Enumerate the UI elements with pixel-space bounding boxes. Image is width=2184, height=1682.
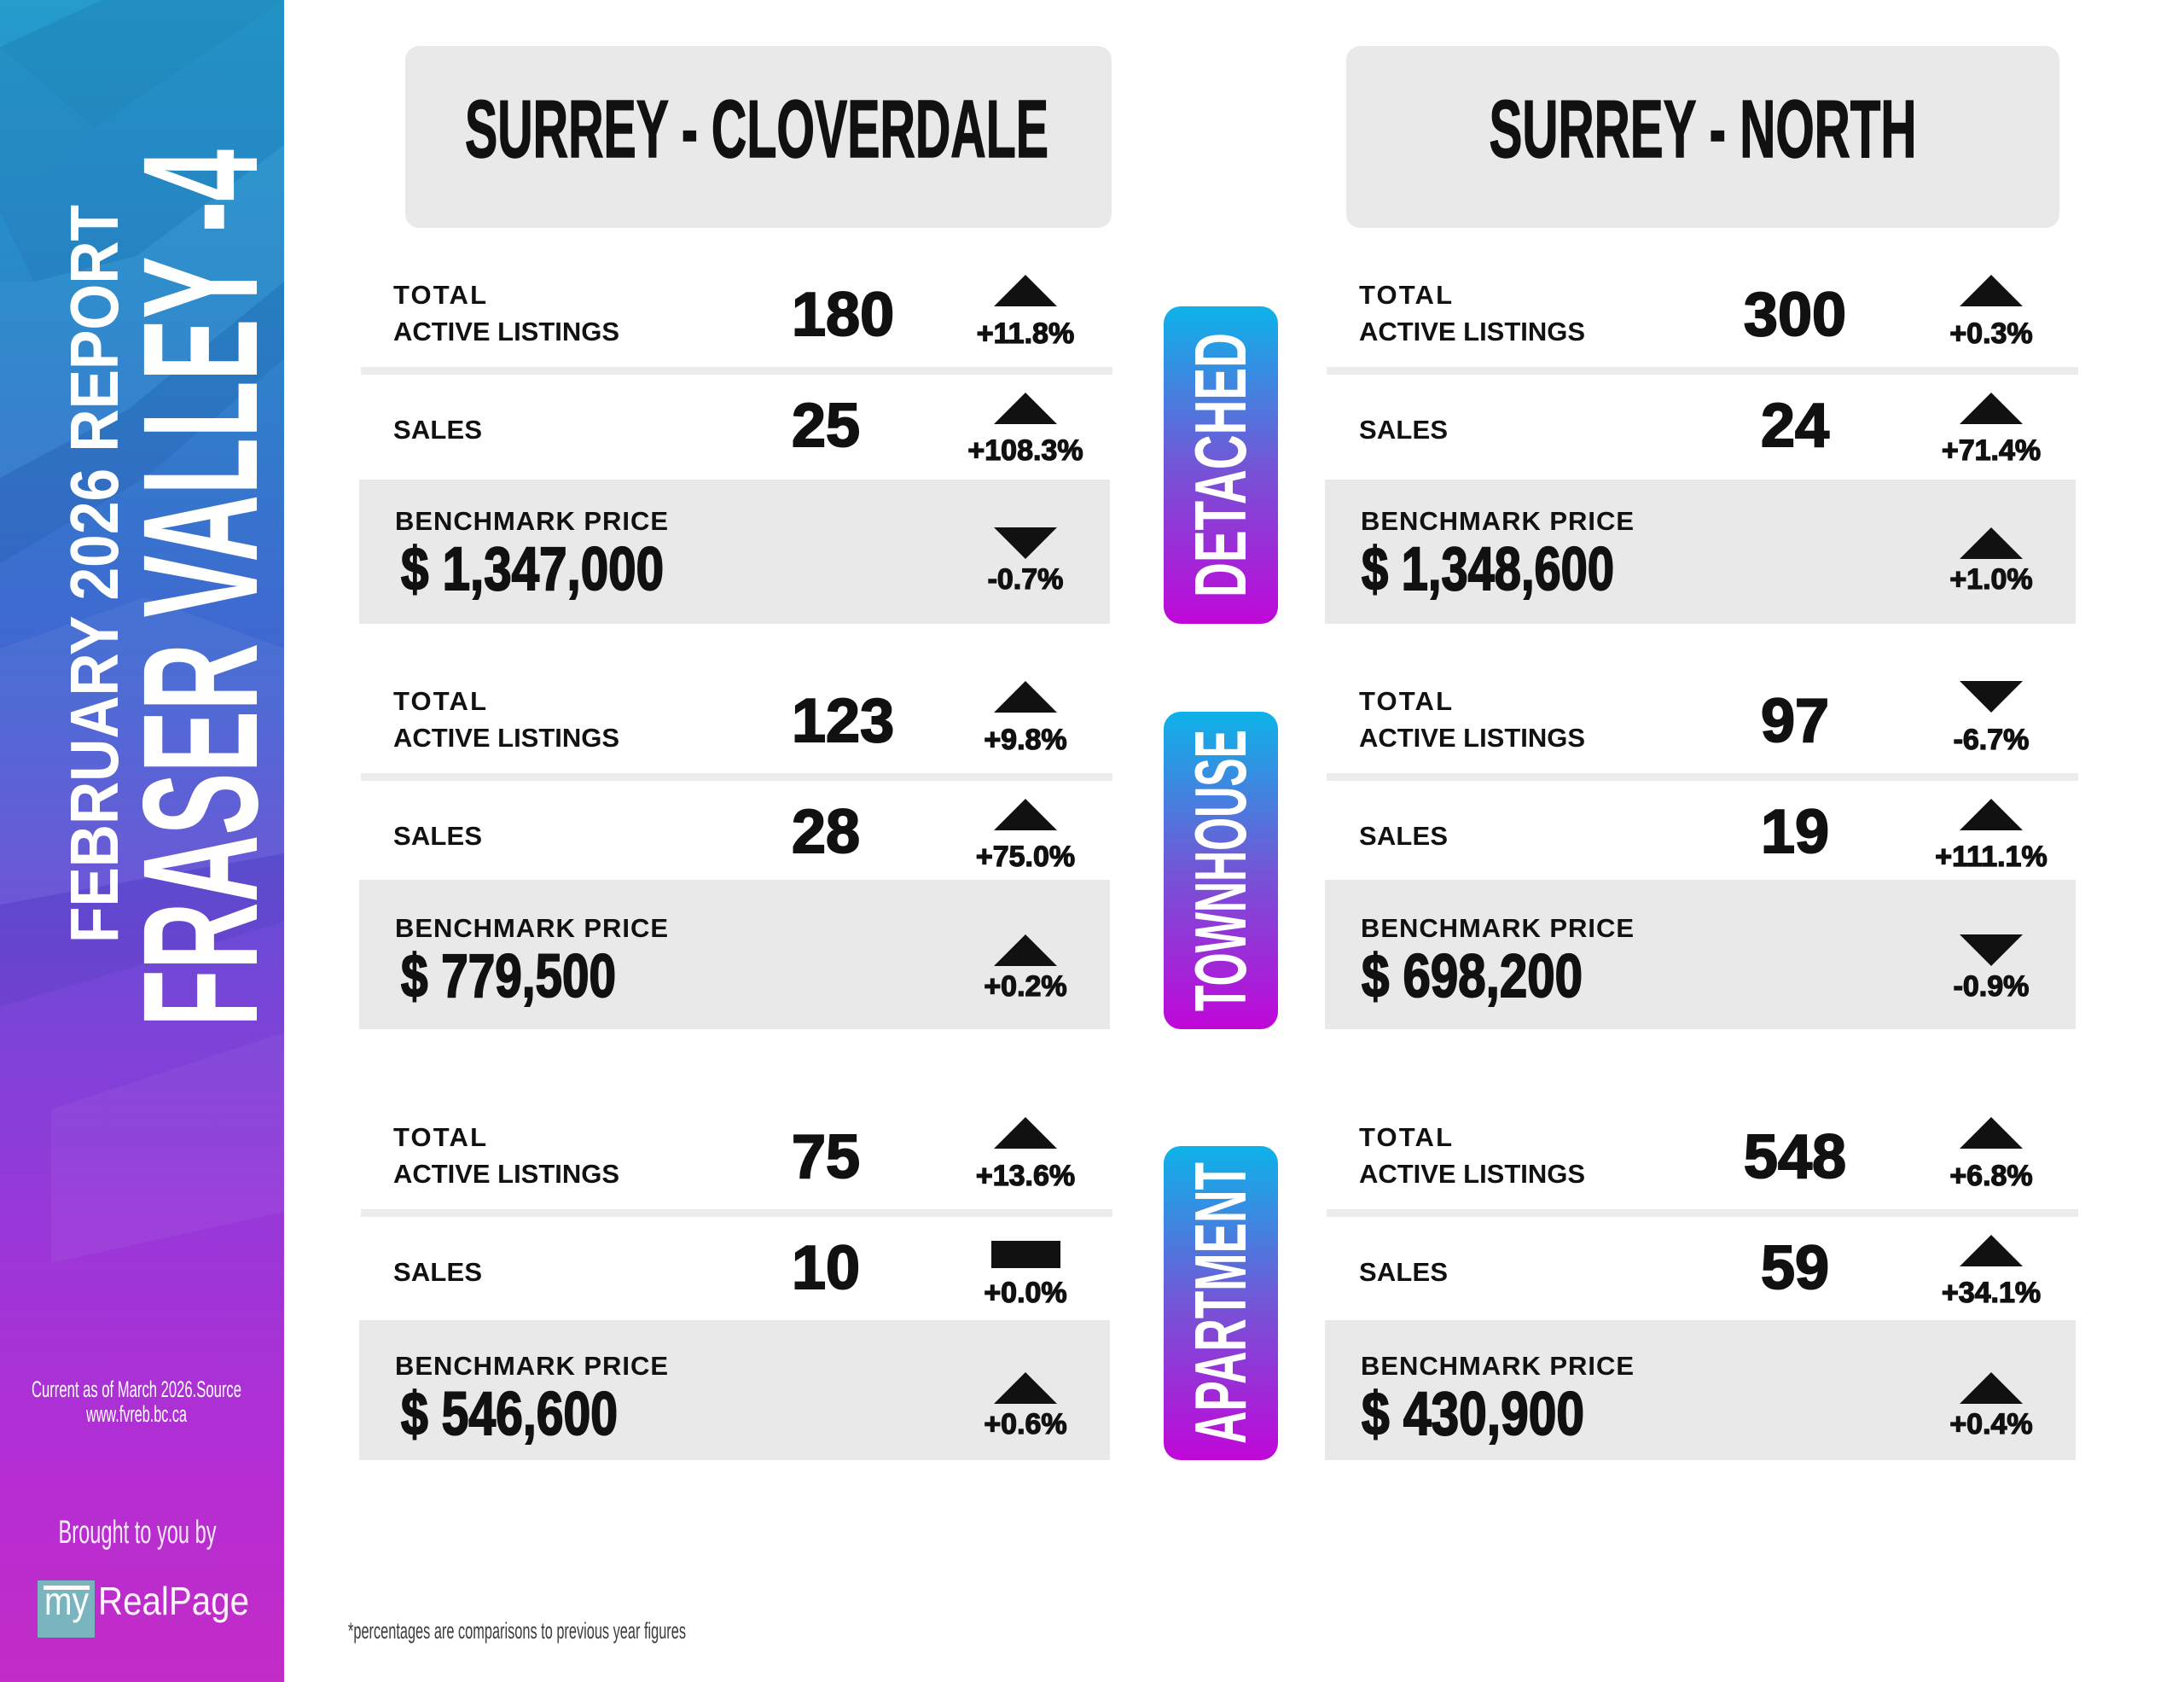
svg-text:*percentages are comparisons t: *percentages are comparisons to previous… (348, 1618, 686, 1644)
svg-text:TOWNHOUSE: TOWNHOUSE (1181, 730, 1262, 1011)
svg-text:$ 698,200: $ 698,200 (1362, 943, 1583, 1010)
svg-text:ACTIVE LISTINGS: ACTIVE LISTINGS (1359, 723, 1585, 753)
svg-text:RealPage: RealPage (98, 1579, 249, 1623)
svg-text:$ 546,600: $ 546,600 (401, 1381, 618, 1448)
svg-text:TOTAL: TOTAL (393, 686, 486, 716)
svg-text:ACTIVE LISTINGS: ACTIVE LISTINGS (393, 1159, 619, 1189)
svg-text:ACTIVE LISTINGS: ACTIVE LISTINGS (393, 317, 619, 346)
svg-text:75: 75 (792, 1123, 860, 1191)
svg-text:FRASER VALLEY -4: FRASER VALLEY -4 (108, 149, 292, 1027)
svg-text:APARTMENT: APARTMENT (1181, 1162, 1262, 1444)
svg-text:Brought to you by: Brought to you by (59, 1515, 217, 1551)
svg-text:59: 59 (1761, 1234, 1829, 1302)
svg-text:10: 10 (792, 1234, 860, 1302)
svg-text:+0.6%: +0.6% (984, 1408, 1066, 1440)
svg-text:-6.7%: -6.7% (1954, 724, 2030, 756)
svg-text:SURREY - CLOVERDALE: SURREY - CLOVERDALE (465, 84, 1048, 175)
svg-text:+0.3%: +0.3% (1949, 317, 2032, 350)
svg-text:SALES: SALES (1359, 415, 1448, 445)
svg-text:TOTAL: TOTAL (1359, 686, 1452, 716)
svg-text:SALES: SALES (393, 821, 482, 851)
svg-text:DETACHED: DETACHED (1181, 333, 1262, 597)
svg-text:+34.1%: +34.1% (1942, 1277, 2041, 1309)
svg-text:TOTAL: TOTAL (393, 280, 486, 310)
svg-text:FEBRUARY 2026 REPORT: FEBRUARY 2026 REPORT (56, 205, 132, 943)
svg-text:TOTAL: TOTAL (393, 1122, 486, 1152)
svg-text:+11.8%: +11.8% (977, 317, 1074, 350)
svg-text:+0.4%: +0.4% (1949, 1408, 2032, 1440)
svg-text:TOTAL: TOTAL (1359, 1122, 1452, 1152)
svg-text:SURREY - NORTH: SURREY - NORTH (1490, 84, 1917, 175)
svg-text:BENCHMARK PRICE: BENCHMARK PRICE (1361, 913, 1634, 943)
svg-text:19: 19 (1761, 798, 1829, 866)
svg-text:$ 430,900: $ 430,900 (1362, 1381, 1584, 1448)
svg-text:BENCHMARK PRICE: BENCHMARK PRICE (395, 506, 668, 536)
svg-text:SALES: SALES (1359, 1257, 1448, 1287)
svg-text:+0.2%: +0.2% (984, 970, 1066, 1003)
svg-text:+75.0%: +75.0% (976, 841, 1075, 873)
svg-text:300: 300 (1744, 281, 1846, 349)
svg-text:BENCHMARK PRICE: BENCHMARK PRICE (395, 1351, 668, 1381)
svg-text:123: 123 (792, 687, 894, 755)
svg-text:+1.0%: +1.0% (1949, 563, 2032, 596)
svg-text:$ 1,348,600: $ 1,348,600 (1362, 536, 1614, 603)
svg-text:SALES: SALES (393, 415, 482, 445)
svg-text:+6.8%: +6.8% (1949, 1160, 2032, 1192)
svg-text:TOTAL: TOTAL (1359, 280, 1452, 310)
svg-text:28: 28 (792, 798, 860, 866)
svg-text:25: 25 (792, 392, 860, 460)
svg-text:BENCHMARK PRICE: BENCHMARK PRICE (1361, 506, 1634, 536)
svg-text:-0.9%: -0.9% (1954, 970, 2030, 1003)
svg-text:ACTIVE LISTINGS: ACTIVE LISTINGS (1359, 317, 1585, 346)
svg-text:ACTIVE LISTINGS: ACTIVE LISTINGS (1359, 1159, 1585, 1189)
svg-text:+13.6%: +13.6% (976, 1160, 1075, 1192)
svg-text:+0.0%: +0.0% (984, 1277, 1066, 1309)
svg-text:BENCHMARK PRICE: BENCHMARK PRICE (1361, 1351, 1634, 1381)
svg-text:$ 1,347,000: $ 1,347,000 (401, 536, 664, 603)
svg-text:ACTIVE LISTINGS: ACTIVE LISTINGS (393, 723, 619, 753)
svg-text:180: 180 (792, 281, 894, 349)
svg-text:+111.1%: +111.1% (1935, 841, 2047, 873)
svg-text:www.fvreb.bc.ca: www.fvreb.bc.ca (85, 1401, 187, 1427)
svg-text:24: 24 (1761, 392, 1829, 460)
svg-text:+108.3%: +108.3% (967, 434, 1083, 467)
svg-text:548: 548 (1744, 1123, 1846, 1191)
svg-text:BENCHMARK PRICE: BENCHMARK PRICE (395, 913, 668, 943)
svg-text:Current as of March 2026.Sourc: Current as of March 2026.Source (32, 1376, 241, 1402)
svg-text:+9.8%: +9.8% (984, 724, 1066, 756)
svg-text:97: 97 (1761, 687, 1829, 755)
svg-text:-0.7%: -0.7% (988, 563, 1064, 596)
svg-text:+71.4%: +71.4% (1942, 434, 2041, 467)
svg-text:SALES: SALES (1359, 821, 1448, 851)
svg-text:SALES: SALES (393, 1257, 482, 1287)
svg-text:my: my (44, 1579, 89, 1623)
svg-text:$ 779,500: $ 779,500 (401, 943, 616, 1010)
